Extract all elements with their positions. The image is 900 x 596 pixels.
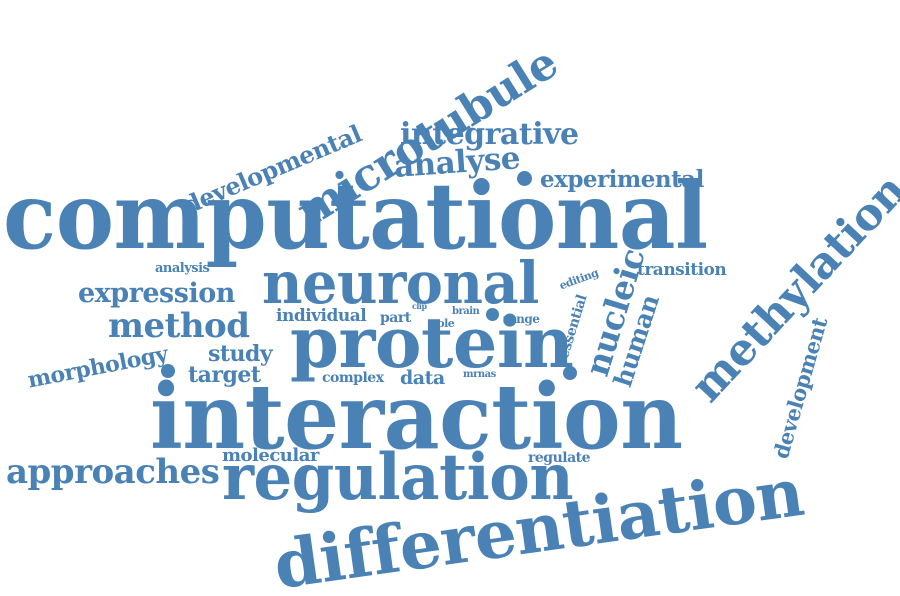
word-regulation: regulation bbox=[222, 440, 574, 515]
word-morphology: morphology bbox=[25, 340, 170, 394]
word-experimental: experimental bbox=[540, 166, 704, 193]
word-individual: individual bbox=[276, 306, 367, 326]
word-clip: clip bbox=[412, 301, 427, 311]
word-data: data bbox=[400, 367, 445, 389]
word-transition: transition bbox=[637, 260, 727, 280]
word-molecular: molecular bbox=[222, 445, 319, 466]
dot-4 bbox=[563, 366, 577, 380]
word-role: role bbox=[432, 317, 455, 330]
word-analysis: analysis bbox=[155, 261, 210, 276]
word-computational: computational bbox=[3, 162, 708, 270]
word-interaction: interaction bbox=[150, 364, 683, 470]
word-mrnas: mrnas bbox=[463, 369, 496, 380]
word-complex: complex bbox=[322, 370, 384, 386]
word-expression: expression bbox=[78, 278, 235, 309]
dot-3 bbox=[161, 364, 175, 378]
dot-1 bbox=[517, 171, 532, 186]
word-part: part bbox=[380, 310, 411, 326]
word-analyse: analyse bbox=[392, 140, 522, 185]
word-brain: brain bbox=[452, 306, 480, 317]
word-target: target bbox=[188, 362, 261, 388]
word-regulate: regulate bbox=[528, 450, 591, 466]
word-method: method bbox=[108, 306, 250, 346]
word-editing: editing bbox=[557, 266, 601, 293]
word-approaches: approaches bbox=[6, 452, 220, 492]
dot-2 bbox=[486, 308, 499, 321]
word-integrative: integrative bbox=[400, 117, 579, 152]
word-protein: protein bbox=[290, 301, 574, 384]
word-neuronal: neuronal bbox=[262, 249, 539, 317]
word-study: study bbox=[208, 341, 273, 367]
word-range: range bbox=[503, 312, 540, 326]
